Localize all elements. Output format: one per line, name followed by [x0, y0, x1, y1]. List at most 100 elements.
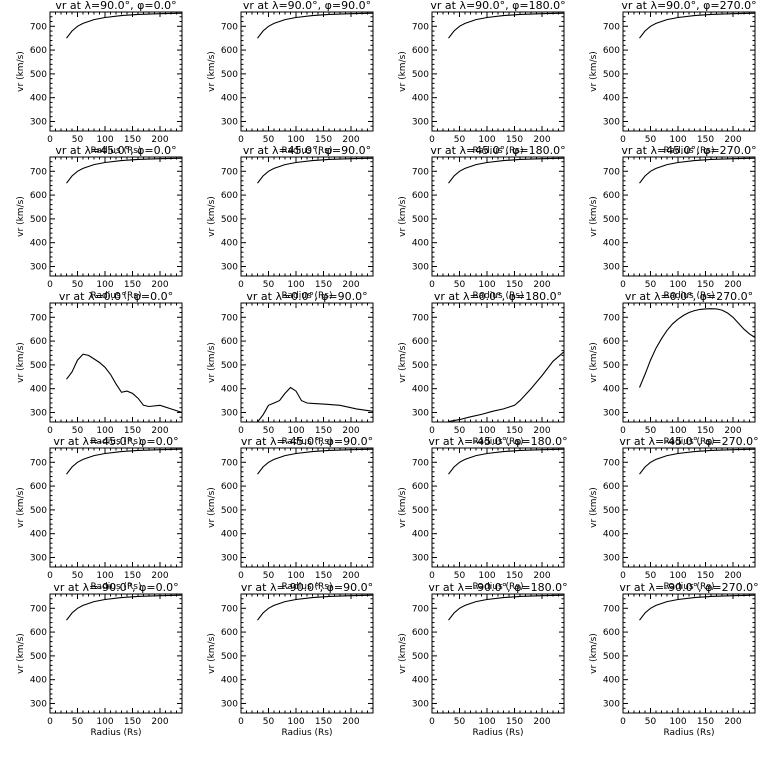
x-tick-label: 200 — [724, 717, 741, 727]
subplot-title: vr at λ=0.0°, φ=0.0° — [59, 290, 173, 303]
subplot-title: vr at λ=-90.0°, φ=180.0° — [428, 581, 567, 594]
plot-frame — [49, 447, 183, 568]
y-tick-label: 400 — [30, 239, 47, 249]
plot-frame — [431, 593, 565, 714]
y-tick-label: 500 — [221, 361, 238, 371]
y-tick-label: 700 — [603, 22, 620, 32]
y-axis-label: vr (km/s) — [589, 196, 599, 237]
y-tick-label: 700 — [412, 167, 429, 177]
x-tick-label: 150 — [124, 571, 141, 581]
x-axis-label: Radius (Rs) — [472, 582, 523, 592]
y-tick-label: 400 — [30, 676, 47, 686]
subplot-0: vr at λ=90.0°, φ=0.0° 0 50 100 150 200 300 400 5… — [16, 0, 183, 156]
series-line — [257, 386, 373, 422]
subplot-title: vr at λ=0.0°, φ=270.0° — [625, 290, 753, 303]
y-tick-label: 600 — [221, 46, 238, 56]
y-tick-label: 400 — [412, 676, 429, 686]
series-line — [448, 12, 564, 39]
y-tick-label: 300 — [412, 262, 429, 272]
y-tick-label: 700 — [221, 313, 238, 323]
y-tick-label: 600 — [603, 628, 620, 638]
series-line — [257, 157, 373, 184]
x-tick-label: 200 — [533, 426, 550, 436]
x-axis-label: Radius (Rs) — [90, 728, 141, 738]
subplot-title: vr at λ=45.0°, φ=0.0° — [55, 144, 176, 157]
y-axis-label: vr (km/s) — [16, 342, 26, 383]
y-tick-label: 300 — [221, 117, 238, 127]
x-tick-label: 150 — [506, 135, 523, 145]
y-tick-label: 400 — [30, 530, 47, 540]
plot-frame — [240, 593, 374, 714]
y-tick-label: 600 — [603, 482, 620, 492]
y-tick-label: 400 — [30, 94, 47, 104]
plot-frame — [431, 156, 565, 277]
x-tick-label: 50 — [263, 717, 275, 727]
plot-frame — [622, 11, 756, 132]
subplot-7: vr at λ=45.0°, φ=270.0° 0 50 100 150 200 300 40… — [589, 144, 757, 301]
x-tick-label: 100 — [478, 135, 495, 145]
x-tick-label: 100 — [478, 426, 495, 436]
subplot-3: vr at λ=90.0°, φ=270.0° 0 50 100 150 200 300 40… — [589, 0, 757, 156]
subplot-6: vr at λ=45.0°, φ=180.0° 0 50 100 150 200 300 40… — [398, 144, 566, 301]
y-tick-label: 400 — [603, 239, 620, 249]
x-tick-label: 50 — [454, 426, 466, 436]
series-line — [66, 12, 182, 39]
subplot-title: vr at λ=45.0°, φ=90.0° — [243, 144, 371, 157]
x-tick-label: 150 — [506, 717, 523, 727]
subplot-16: vr at λ=-90.0°, φ=0.0° 0 50 100 150 200 300 400… — [16, 581, 183, 738]
y-tick-label: 500 — [221, 506, 238, 516]
x-tick-label: 200 — [724, 135, 741, 145]
x-tick-label: 0 — [47, 717, 53, 727]
subplot-title: vr at λ=90.0°, φ=180.0° — [430, 0, 565, 12]
series-line — [66, 448, 182, 475]
x-tick-label: 150 — [315, 280, 332, 290]
subplot-13: vr at λ=-45.0°, φ=90.0° 0 50 100 150 200 300 40… — [207, 435, 374, 592]
y-tick-label: 700 — [221, 22, 238, 32]
x-tick-label: 50 — [645, 571, 657, 581]
plot-frame — [240, 302, 374, 423]
x-tick-label: 50 — [263, 280, 275, 290]
y-axis-label: vr (km/s) — [589, 487, 599, 528]
subplot-title: vr at λ=90.0°, φ=270.0° — [621, 0, 756, 12]
y-axis-label: vr (km/s) — [207, 487, 217, 528]
x-axis-label: Radius (Rs) — [281, 291, 332, 301]
y-tick-label: 700 — [412, 22, 429, 32]
x-tick-label: 0 — [429, 571, 435, 581]
y-tick-label: 600 — [221, 191, 238, 201]
x-tick-label: 100 — [287, 571, 304, 581]
y-axis-label: vr (km/s) — [589, 633, 599, 674]
subplot-10: vr at λ=0.0°, φ=180.0° 0 50 100 150 200 300 400… — [398, 290, 565, 447]
x-tick-label: 0 — [47, 280, 53, 290]
y-tick-label: 400 — [603, 385, 620, 395]
plot-frame — [622, 447, 756, 568]
series-line — [66, 353, 182, 414]
y-tick-label: 300 — [30, 117, 47, 127]
x-tick-label: 200 — [724, 426, 741, 436]
x-tick-label: 100 — [96, 426, 113, 436]
x-axis-label: Radius (Rs) — [90, 582, 141, 592]
subplot-title: vr at λ=-45.0°, φ=270.0° — [619, 435, 758, 448]
plot-frame — [431, 447, 565, 568]
x-tick-label: 100 — [478, 571, 495, 581]
x-tick-label: 200 — [342, 135, 359, 145]
y-tick-label: 700 — [30, 167, 47, 177]
x-tick-label: 0 — [429, 717, 435, 727]
y-tick-label: 500 — [221, 215, 238, 225]
x-axis-label: Radius (Rs) — [281, 582, 332, 592]
plot-frame — [622, 156, 756, 277]
subplot-title: vr at λ=0.0°, φ=90.0° — [246, 290, 367, 303]
x-tick-label: 150 — [506, 426, 523, 436]
y-tick-label: 300 — [30, 408, 47, 418]
y-axis-label: vr (km/s) — [16, 196, 26, 237]
plot-frame — [240, 11, 374, 132]
x-tick-label: 50 — [454, 135, 466, 145]
x-axis-label: Radius (Rs) — [472, 146, 523, 156]
x-tick-label: 200 — [151, 717, 168, 727]
x-tick-label: 0 — [238, 135, 244, 145]
y-tick-label: 500 — [412, 215, 429, 225]
y-axis-label: vr (km/s) — [207, 51, 217, 92]
subplot-2: vr at λ=90.0°, φ=180.0° 0 50 100 150 200 300 40… — [398, 0, 566, 156]
x-axis-label: Radius (Rs) — [663, 728, 714, 738]
x-tick-label: 100 — [669, 426, 686, 436]
subplot-title: vr at λ=-90.0°, φ=90.0° — [241, 581, 373, 594]
